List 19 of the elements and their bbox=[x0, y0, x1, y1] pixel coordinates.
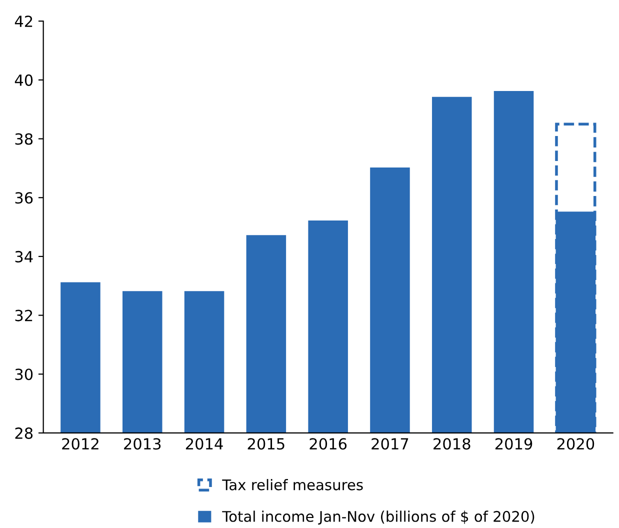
x-tick-label: 2012 bbox=[62, 438, 98, 450]
x-tick-label: 2014 bbox=[186, 438, 223, 450]
x-tick-label: 2017 bbox=[372, 438, 408, 450]
legend-label: Total income Jan-Nov (billions of $ of 2020) bbox=[222, 510, 534, 525]
x-tick-label: 2020 bbox=[557, 438, 594, 450]
legend-label: Tax relief measures bbox=[222, 479, 363, 490]
y-tick-label: 38 bbox=[15, 133, 33, 145]
y-tick-label: 28 bbox=[15, 427, 33, 439]
y-tick-label: 32 bbox=[15, 310, 32, 322]
y-tick-label: 30 bbox=[15, 368, 33, 380]
y-tick-label: 34 bbox=[15, 250, 33, 262]
y-tick-label: 42 bbox=[14, 16, 32, 27]
x-tick-label: 2015 bbox=[248, 438, 284, 450]
y-tick-label: 40 bbox=[14, 74, 33, 86]
x-tick-label: 2018 bbox=[434, 438, 470, 450]
y-tick-label: 36 bbox=[15, 192, 33, 204]
x-tick-label: 2013 bbox=[124, 438, 161, 450]
x-tick-label: 2016 bbox=[310, 438, 347, 450]
x-tick-label: 2019 bbox=[495, 438, 532, 450]
